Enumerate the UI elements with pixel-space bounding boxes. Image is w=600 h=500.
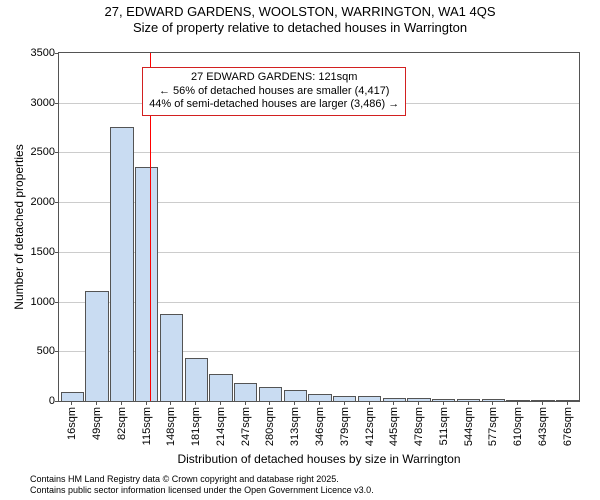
histogram-bar: [482, 399, 505, 401]
footer-attribution: Contains HM Land Registry data © Crown c…: [30, 474, 374, 496]
info-box-line-1: 27 EDWARD GARDENS: 121sqm: [149, 71, 399, 85]
histogram-bar: [383, 398, 406, 401]
xtick-label: 247sqm: [238, 407, 252, 446]
xtick-mark: [121, 401, 122, 405]
histogram-bar: [333, 396, 356, 401]
xtick-mark: [344, 401, 345, 405]
xtick-label: 643sqm: [535, 407, 549, 446]
xtick-label: 544sqm: [461, 407, 475, 446]
xtick-mark: [245, 401, 246, 405]
xtick-mark: [542, 401, 543, 405]
xtick-mark: [567, 401, 568, 405]
xtick-mark: [170, 401, 171, 405]
histogram-bar: [259, 387, 282, 401]
gridline: [59, 152, 579, 153]
xtick-label: 511sqm: [436, 407, 450, 445]
histogram-bar: [358, 396, 381, 401]
histogram-bar: [110, 127, 133, 401]
xtick-mark: [269, 401, 270, 405]
xtick-mark: [195, 401, 196, 405]
ytick-label: 500: [37, 345, 59, 357]
xtick-label: 115sqm: [139, 407, 153, 445]
xtick-label: 49sqm: [89, 407, 103, 440]
xtick-label: 478sqm: [411, 407, 425, 446]
chart-title: 27, EDWARD GARDENS, WOOLSTON, WARRINGTON…: [0, 4, 600, 37]
ytick-label: 0: [49, 395, 59, 407]
ytick-label: 1000: [31, 296, 59, 308]
xtick-mark: [393, 401, 394, 405]
xtick-label: 82sqm: [114, 407, 128, 440]
footer-line-2: Contains public sector information licen…: [30, 485, 374, 496]
xtick-label: 280sqm: [262, 407, 276, 446]
histogram-bar: [556, 400, 579, 402]
xtick-mark: [96, 401, 97, 405]
title-line-2: Size of property relative to detached ho…: [0, 20, 600, 36]
x-axis-label: Distribution of detached houses by size …: [58, 452, 580, 466]
y-axis-label: Number of detached properties: [12, 144, 26, 309]
xtick-label: 181sqm: [188, 407, 202, 446]
xtick-mark: [294, 401, 295, 405]
info-box-line-2: ← 56% of detached houses are smaller (4,…: [149, 85, 399, 99]
y-axis-label-wrap: Number of detached properties: [12, 52, 26, 402]
xtick-mark: [71, 401, 72, 405]
xtick-mark: [146, 401, 147, 405]
title-line-1: 27, EDWARD GARDENS, WOOLSTON, WARRINGTON…: [0, 4, 600, 20]
histogram-bar: [234, 383, 257, 401]
ytick-label: 3000: [31, 97, 59, 109]
xtick-label: 676sqm: [560, 407, 574, 446]
histogram-bar: [135, 167, 158, 401]
xtick-mark: [468, 401, 469, 405]
histogram-bar: [61, 392, 84, 401]
ytick-label: 2000: [31, 196, 59, 208]
xtick-label: 16sqm: [64, 407, 78, 440]
ytick-label: 1500: [31, 246, 59, 258]
xtick-label: 313sqm: [287, 407, 301, 446]
ytick-label: 2500: [31, 146, 59, 158]
xtick-label: 445sqm: [386, 407, 400, 446]
info-box-line-3: 44% of semi-detached houses are larger (…: [149, 98, 399, 112]
footer-line-1: Contains HM Land Registry data © Crown c…: [30, 474, 374, 485]
xtick-label: 214sqm: [213, 407, 227, 446]
xtick-label: 412sqm: [362, 407, 376, 446]
xtick-mark: [492, 401, 493, 405]
xtick-label: 577sqm: [485, 407, 499, 446]
xtick-mark: [319, 401, 320, 405]
ytick-label: 3500: [31, 47, 59, 59]
plot-area: 050010001500200025003000350016sqm49sqm82…: [58, 52, 580, 402]
xtick-label: 148sqm: [163, 407, 177, 446]
xtick-mark: [369, 401, 370, 405]
histogram-bar: [308, 394, 331, 401]
info-box: 27 EDWARD GARDENS: 121sqm← 56% of detach…: [142, 67, 406, 116]
xtick-label: 346sqm: [312, 407, 326, 446]
histogram-bar: [85, 291, 108, 401]
xtick-label: 610sqm: [510, 407, 524, 446]
histogram-bar: [185, 358, 208, 401]
histogram-bar: [457, 399, 480, 401]
histogram-bar: [432, 399, 455, 401]
chart-container: 27, EDWARD GARDENS, WOOLSTON, WARRINGTON…: [0, 0, 600, 500]
histogram-bar: [284, 390, 307, 401]
xtick-mark: [443, 401, 444, 405]
xtick-label: 379sqm: [337, 407, 351, 446]
histogram-bar: [209, 374, 232, 401]
histogram-bar: [531, 400, 554, 402]
xtick-mark: [517, 401, 518, 405]
xtick-mark: [220, 401, 221, 405]
histogram-bar: [160, 314, 183, 402]
xtick-mark: [418, 401, 419, 405]
